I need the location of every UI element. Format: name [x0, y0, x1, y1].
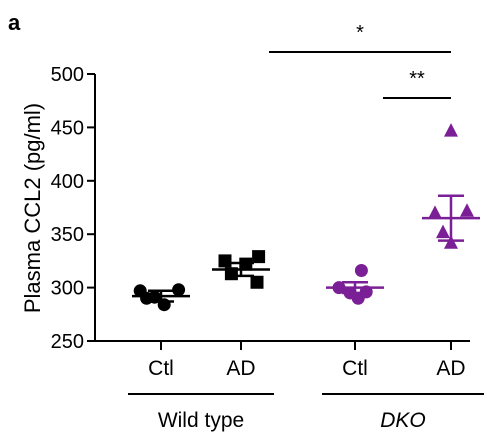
mean-sem-bars	[132, 194, 480, 303]
y-tick-label: 300	[51, 278, 84, 300]
panel-label: a	[8, 10, 21, 35]
y-tick-label: 450	[51, 117, 84, 139]
x-tick-label: AD	[436, 357, 465, 380]
data-point	[354, 264, 368, 278]
data-point	[252, 250, 266, 264]
data-point	[218, 254, 232, 268]
group-label: Wild type	[158, 409, 244, 432]
significance-label: **	[409, 68, 425, 90]
x-tick-label: AD	[226, 357, 255, 380]
x-tick-label: Ctl	[342, 357, 368, 380]
y-tick-label: 250	[51, 331, 84, 353]
data-point	[172, 283, 186, 297]
significance-brackets: ***	[269, 22, 451, 99]
data-point	[157, 298, 171, 312]
data-point	[250, 275, 264, 289]
y-tick-label: 350	[51, 224, 84, 246]
y-axis-label: Plasma CCL2 (pg/ml)	[20, 103, 45, 313]
y-tick-label: 400	[51, 171, 84, 193]
data-point	[428, 205, 442, 219]
data-point	[436, 224, 450, 239]
data-point	[444, 235, 458, 249]
axes: 250 300 350 400 450 500 Ctl AD Ctl AD Wild type DKO	[51, 64, 484, 432]
data-point	[140, 291, 154, 305]
x-tick-label: Ctl	[148, 357, 174, 380]
y-tick-label: 500	[51, 64, 84, 86]
significance-label: *	[356, 22, 364, 44]
group-label: DKO	[380, 409, 426, 432]
data-point	[460, 203, 474, 217]
data-point	[444, 123, 458, 137]
